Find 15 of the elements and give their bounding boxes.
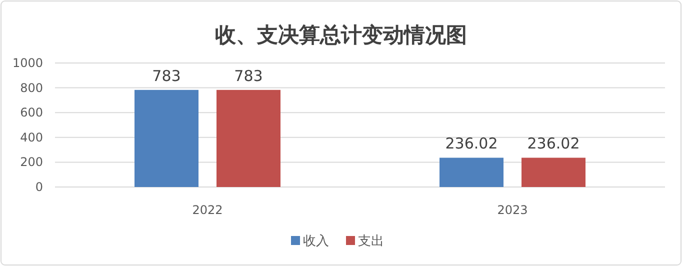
data-label: 783 (152, 66, 181, 85)
x-tick-label: 2023 (497, 203, 528, 217)
y-tick-label: 800 (20, 80, 43, 95)
data-label: 236.02 (445, 134, 498, 153)
y-tick-label: 1000 (12, 56, 43, 70)
chart-title: 收、支决算总计变动情况图 (215, 23, 467, 47)
legend-label: 支出 (358, 234, 384, 249)
x-tick-label: 2022 (192, 203, 223, 217)
legend-label: 收入 (303, 234, 329, 249)
data-label: 236.02 (527, 134, 580, 153)
y-tick-label: 0 (35, 180, 43, 194)
y-tick-label: 200 (20, 155, 43, 170)
data-label: 783 (234, 66, 263, 85)
y-tick-label: 400 (20, 130, 43, 144)
y-tick-label: 600 (20, 106, 43, 120)
